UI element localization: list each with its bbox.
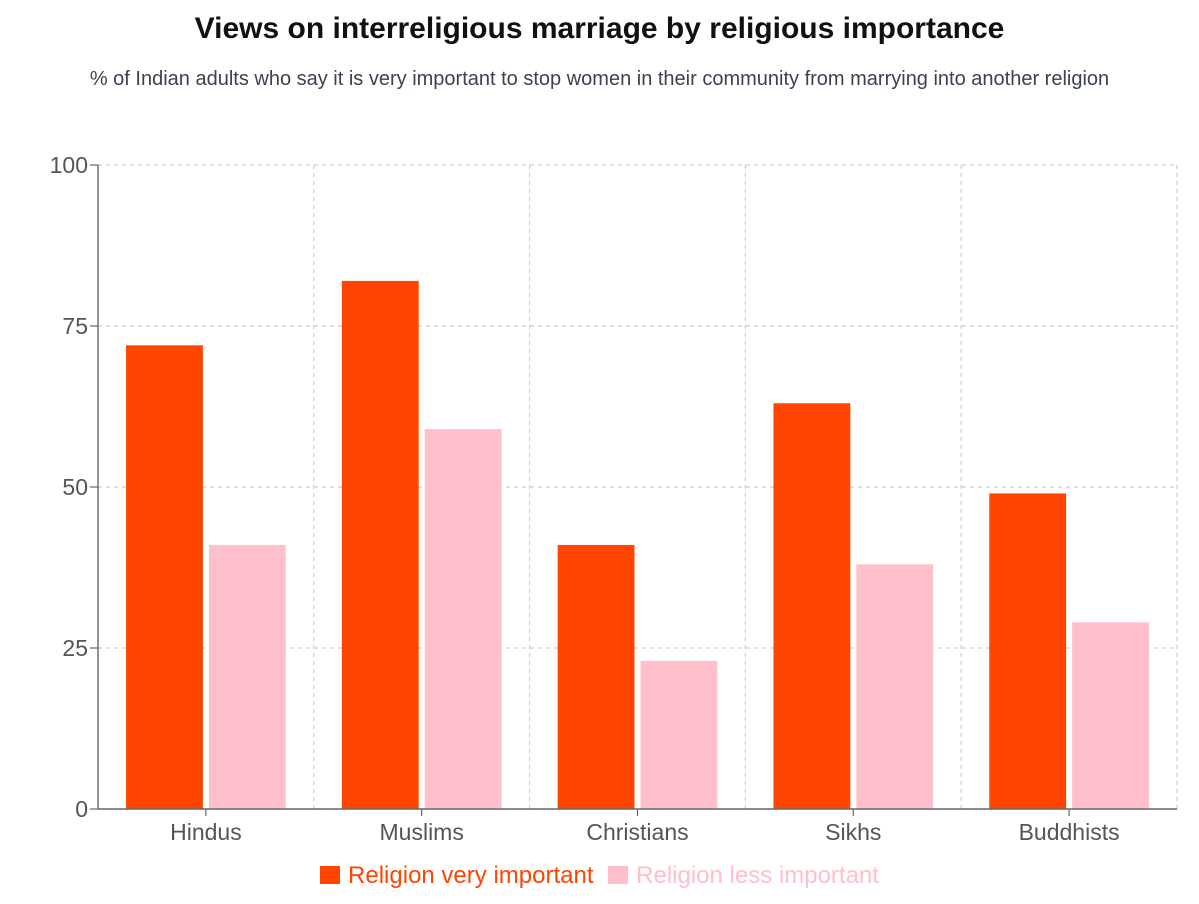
bar-sikhs-series-2 [856,564,934,809]
bar-muslims-series-1 [341,280,419,809]
axes [90,164,1177,816]
y-tick-label: 75 [62,313,88,339]
legend-label: Religion very important [348,862,594,889]
y-tick-label: 0 [75,796,88,822]
bar-muslims-series-2 [424,429,502,809]
y-tick-label: 100 [50,152,88,178]
bar-hindus-series-2 [208,544,286,809]
bar-christians-series-2 [640,660,718,809]
bar-buddhists-series-1 [989,493,1067,809]
bar-sikhs-series-1 [773,403,851,809]
chart-title: Views on interreligious marriage by reli… [194,12,1005,45]
legend-item-series-1[interactable]: Religion very important [320,862,593,890]
x-tick-label: Buddhists [1019,819,1120,845]
y-tick-label: 25 [62,635,88,661]
legend: Religion very important Religion less im… [0,862,1199,890]
x-tick-label: Christians [586,819,688,845]
legend-swatch [320,866,341,884]
x-tick-label: Hindus [170,819,242,845]
x-tick-labels: Hindus Muslims Christians Sikhs Buddhists [170,819,1120,845]
y-tick-labels: 0 25 50 75 100 [50,152,88,822]
x-tick-label: Sikhs [825,819,881,845]
bar-hindus-series-1 [126,345,203,809]
chart-subtitle: % of Indian adults who say it is very im… [89,68,1110,90]
legend-label: Religion less important [636,862,879,889]
bars [126,280,1149,809]
bar-buddhists-series-2 [1072,622,1149,809]
legend-item-series-2[interactable]: Religion less important [608,862,879,890]
bar-christians-series-1 [557,544,635,809]
legend-swatch [608,866,629,884]
y-tick-label: 50 [62,474,88,500]
x-tick-label: Muslims [380,819,464,845]
